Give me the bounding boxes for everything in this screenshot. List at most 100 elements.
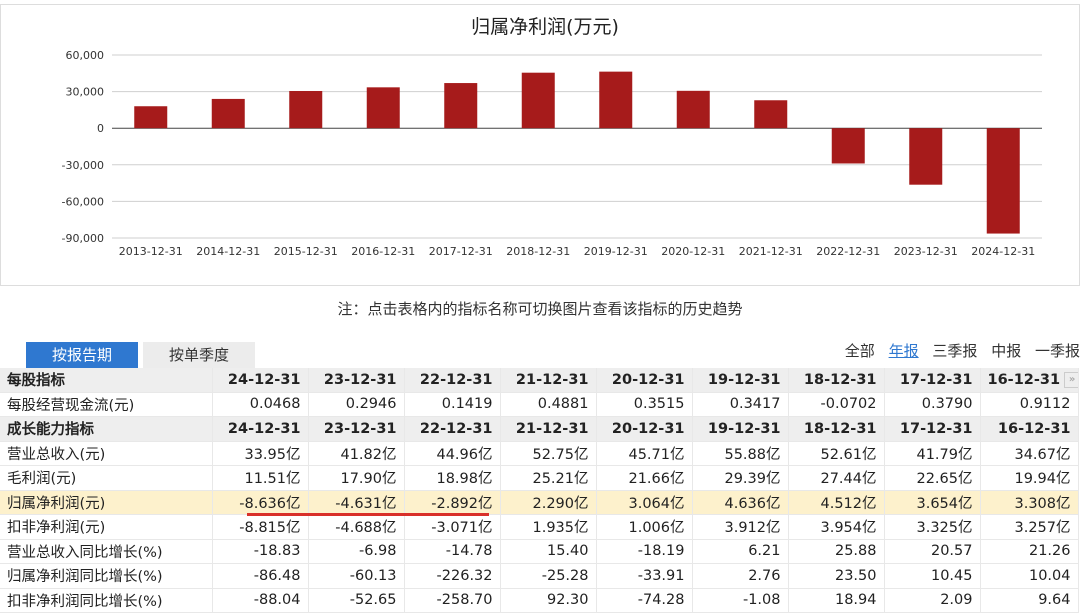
bar[interactable] [909,128,943,185]
table-row[interactable]: 营业总收入同比增长(%) -18.83 -6.98 -14.78 15.40 -18.19… [0,539,1079,564]
table-cell: 3.325亿 [884,514,981,540]
table-cell: -88.04 [212,588,309,613]
table-row[interactable]: 扣非净利润同比增长(%) -88.04 -52.65 -258.70 92.30 -74.… [0,588,1079,613]
x-tick-label: 2022-12-31 [816,245,880,258]
table-cell: 29.39亿 [692,465,789,491]
indicator-name[interactable]: 营业总收入(元) [0,441,213,466]
freq-all[interactable]: 全部 [844,342,875,360]
table-cell: 17.90亿 [308,465,405,491]
table-cell: 21.26 [980,539,1079,564]
bar[interactable] [676,90,710,129]
table-cell: -33.91 [596,563,693,589]
table-cell: 2.76 [692,563,789,589]
table-cell: 0.4881 [500,392,597,417]
freq-annual[interactable]: 年报 [888,342,919,360]
period-column-header: 22-12-31 [404,416,501,442]
table-cell: 0.3790 [884,392,981,417]
scroll-right-icon[interactable]: » [1064,371,1077,388]
table-cell: 25.88 [788,539,885,564]
table-cell: -8.636亿 [212,490,309,515]
table-cell: -14.78 [404,539,501,564]
table-cell: 9.64 [980,588,1079,613]
period-column-header: 17-12-31 [884,368,981,393]
tab-by-single-quarter[interactable]: 按单季度 [143,342,255,368]
x-tick-label: 2021-12-31 [739,245,803,258]
table-cell: 92.30 [500,588,597,613]
bar[interactable] [366,87,400,129]
table-row[interactable]: 归属净利润同比增长(%) -86.48 -60.13 -226.32 -25.28 -33… [0,563,1079,589]
x-tick-label: 2019-12-31 [584,245,648,258]
table-cell: 2.09 [884,588,981,613]
bar[interactable] [444,83,478,129]
table-cell: 1.006亿 [596,514,693,540]
period-column-header: 24-12-31 [212,368,309,393]
x-tick-label: 2020-12-31 [661,245,725,258]
table-cell: -3.071亿 [404,514,501,540]
bar[interactable] [289,90,323,129]
table-cell: 10.45 [884,563,981,589]
period-column-header: 17-12-31 [884,416,981,442]
table-cell: -18.19 [596,539,693,564]
table-cell: -0.0702 [788,392,885,417]
financial-indicators-table: 每股指标 24-12-31 23-12-31 22-12-31 21-12-31 20-1… [0,368,1080,615]
table-cell: 41.79亿 [884,441,981,466]
indicator-name[interactable]: 扣非净利润同比增长(%) [0,588,213,613]
section-title: 每股指标 [0,368,213,393]
x-tick-label: 2018-12-31 [506,245,570,258]
period-column-header: 16-12-31» [980,368,1079,393]
chart-border [0,4,1080,286]
table-cell: 22.65亿 [884,465,981,491]
table-cell: -226.32 [404,563,501,589]
table-cell: 33.95亿 [212,441,309,466]
y-tick-label: 30,000 [66,86,105,99]
chart-note: 注：点击表格内的指标名称可切换图片查看该指标的历史趋势 [337,300,743,318]
indicator-name[interactable]: 扣非净利润(元) [0,514,213,540]
table-cell: 4.512亿 [788,490,885,515]
table-row[interactable]: 每股经营现金流(元) 0.0468 0.2946 0.1419 0.4881 0.3515… [0,392,1079,417]
indicator-name[interactable]: 营业总收入同比增长(%) [0,539,213,564]
indicator-name[interactable]: 归属净利润同比增长(%) [0,563,213,589]
freq-q3[interactable]: 三季报 [932,342,978,360]
bar[interactable] [134,106,168,129]
bar[interactable] [599,71,633,129]
tab-by-report-period[interactable]: 按报告期 [26,342,138,368]
table-cell: 0.2946 [308,392,405,417]
period-column-header: 18-12-31 [788,368,885,393]
period-column-header: 21-12-31 [500,368,597,393]
period-column-header: 18-12-31 [788,416,885,442]
period-column-header: 19-12-31 [692,368,789,393]
table-cell: 18.94 [788,588,885,613]
table-cell: -52.65 [308,588,405,613]
table-row[interactable]: 扣非净利润(元) -8.815亿 -4.688亿 -3.071亿 1.935亿 1.006… [0,514,1079,540]
table-row[interactable]: 毛利润(元) 11.51亿 17.90亿 18.98亿 25.21亿 21.66亿 29.3… [0,465,1079,491]
table-cell: 25.21亿 [500,465,597,491]
bar[interactable] [831,128,865,164]
indicator-name[interactable]: 归属净利润(元) [0,490,213,515]
bar[interactable] [521,72,555,129]
table-cell: 27.44亿 [788,465,885,491]
freq-interim[interactable]: 中报 [991,342,1022,360]
table-cell: 3.912亿 [692,514,789,540]
indicator-name[interactable]: 每股经营现金流(元) [0,392,213,417]
y-tick-label: -60,000 [62,195,104,208]
period-column-header: 16-12-31 [980,416,1079,442]
table-cell: 20.57 [884,539,981,564]
table-cell: 3.654亿 [884,490,981,515]
bar[interactable] [211,98,245,129]
table-row[interactable]: 营业总收入(元) 33.95亿 41.82亿 44.96亿 52.75亿 45.71亿 55… [0,441,1079,466]
x-tick-label: 2014-12-31 [196,245,260,258]
table-cell: 4.636亿 [692,490,789,515]
x-tick-label: 2023-12-31 [894,245,958,258]
bar[interactable] [754,100,788,129]
table-cell: 0.1419 [404,392,501,417]
table-cell: 6.21 [692,539,789,564]
table-cell: -25.28 [500,563,597,589]
table-row[interactable]: 归属净利润(元) -8.636亿 -4.631亿 -2.892亿 2.290亿 3.064… [0,490,1079,515]
table-cell: 23.50 [788,563,885,589]
indicator-name[interactable]: 毛利润(元) [0,465,213,491]
table-cell: -74.28 [596,588,693,613]
bar[interactable] [986,128,1020,234]
table-cell: 44.96亿 [404,441,501,466]
table-cell: 52.75亿 [500,441,597,466]
freq-q1[interactable]: 一季报 [1034,342,1080,360]
